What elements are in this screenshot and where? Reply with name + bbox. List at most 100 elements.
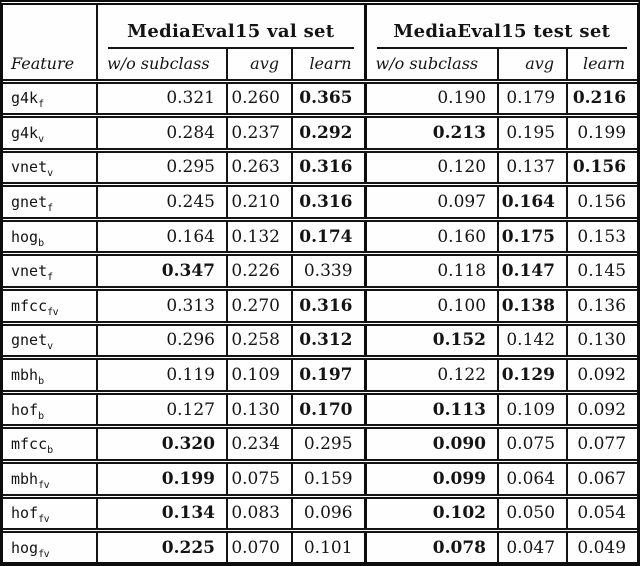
value-cell: 0.134: [97, 493, 228, 531]
value-cell: 0.152: [365, 320, 500, 358]
table-row: hogfv 0.225 0.070 0.101 0.078 0.047 0.049: [3, 528, 638, 562]
value-cell: 0.092: [567, 389, 638, 427]
table-row: mfccb 0.320 0.234 0.295 0.090 0.075 0.077: [3, 424, 638, 462]
table-row: mbhb 0.119 0.109 0.197 0.122 0.129 0.092: [3, 355, 638, 393]
val-avg-header: avg: [227, 49, 293, 81]
value-cell: 0.118: [365, 251, 500, 289]
value-cell: 0.130: [227, 389, 293, 427]
value-cell: 0.067: [567, 459, 638, 497]
test-wo-subclass-header: w/o subclass: [365, 49, 500, 81]
value-cell: 0.199: [97, 459, 228, 497]
value-cell: 0.156: [567, 182, 638, 220]
feature-subscript: b: [38, 237, 44, 249]
value-cell: 0.130: [567, 320, 638, 358]
feature-name: vnet: [11, 158, 48, 177]
feature-label: gnetv: [3, 320, 98, 358]
value-cell: 0.099: [365, 459, 500, 497]
table-row: g4kv 0.284 0.237 0.292 0.213 0.195 0.199: [3, 113, 638, 151]
value-cell: 0.175: [498, 216, 569, 254]
test-set-group-label: MediaEval15 test set: [376, 19, 628, 49]
value-cell: 0.292: [292, 113, 367, 151]
feature-label: mbhfv: [3, 459, 98, 497]
value-cell: 0.270: [227, 286, 293, 324]
feature-subscript: f: [38, 99, 44, 111]
value-cell: 0.142: [498, 320, 569, 358]
value-cell: 0.090: [365, 424, 500, 462]
value-cell: 0.156: [567, 147, 638, 185]
test-avg-header: avg: [498, 49, 569, 81]
value-cell: 0.109: [498, 389, 569, 427]
table-row: mbhfv 0.199 0.075 0.159 0.099 0.064 0.067: [3, 459, 638, 497]
value-cell: 0.120: [365, 147, 500, 185]
feature-name: g4k: [11, 123, 39, 142]
value-cell: 0.321: [97, 78, 228, 116]
feature-subscript: fv: [38, 514, 50, 526]
value-cell: 0.316: [292, 147, 367, 185]
feature-subscript: v: [38, 133, 44, 145]
test-learn-header: learn: [582, 54, 626, 74]
feature-label: hogb: [3, 216, 98, 254]
group-header-row: MediaEval15 val set MediaEval15 test set: [3, 5, 637, 49]
feature-label: mbhb: [3, 355, 98, 393]
value-cell: 0.295: [292, 424, 367, 462]
value-cell: 0.210: [227, 182, 293, 220]
value-cell: 0.113: [365, 389, 500, 427]
value-cell: 0.195: [498, 113, 569, 151]
feature-subscript: f: [47, 272, 53, 284]
value-cell: 0.100: [365, 286, 500, 324]
feature-subscript: b: [38, 376, 44, 388]
value-cell: 0.092: [567, 355, 638, 393]
value-cell: 0.070: [227, 528, 293, 562]
value-cell: 0.101: [292, 528, 367, 562]
value-cell: 0.216: [567, 78, 638, 116]
table-row: vnetf 0.347 0.226 0.339 0.118 0.147 0.145: [3, 251, 638, 289]
value-cell: 0.295: [97, 147, 228, 185]
feature-subscript: fv: [47, 306, 59, 318]
value-cell: 0.122: [365, 355, 500, 393]
value-cell: 0.199: [567, 113, 638, 151]
value-cell: 0.083: [227, 493, 293, 531]
value-cell: 0.127: [97, 389, 228, 427]
value-cell: 0.197: [292, 355, 367, 393]
value-cell: 0.054: [567, 493, 638, 531]
value-cell: 0.119: [97, 355, 228, 393]
value-cell: 0.050: [498, 493, 569, 531]
feature-name: g4k: [11, 89, 39, 108]
feature-label: gnetf: [3, 182, 98, 220]
val-learn-header: learn: [292, 49, 367, 81]
table-row: hofb 0.127 0.130 0.170 0.113 0.109 0.092: [3, 389, 638, 427]
value-cell: 0.109: [227, 355, 293, 393]
value-cell: 0.320: [97, 424, 228, 462]
value-cell: 0.190: [365, 78, 500, 116]
value-cell: 0.078: [365, 528, 500, 562]
value-cell: 0.284: [97, 113, 228, 151]
val-set-group-header: MediaEval15 val set: [97, 5, 367, 49]
feature-label: hoffv: [3, 493, 98, 531]
value-cell: 0.136: [567, 286, 638, 324]
feature-label: g4kv: [3, 113, 98, 151]
value-cell: 0.164: [498, 182, 569, 220]
feature-subscript: f: [47, 203, 53, 215]
value-cell: 0.129: [498, 355, 569, 393]
value-cell: 0.147: [498, 251, 569, 289]
value-cell: 0.160: [365, 216, 500, 254]
sub-header-row: Feature w/o subclass avg learn w/o subcl…: [3, 49, 637, 81]
table-row: hoffv 0.134 0.083 0.096 0.102 0.050 0.054: [3, 493, 638, 531]
feature-label: vnetf: [3, 251, 98, 289]
table-row: vnetv 0.295 0.263 0.316 0.120 0.137 0.156: [3, 147, 638, 185]
test-set-group-header: MediaEval15 test set: [365, 5, 637, 49]
feature-name: hog: [11, 538, 39, 557]
value-cell: 0.049: [567, 528, 638, 562]
table-body: g4kf 0.321 0.260 0.365 0.190 0.179 0.216 g4kv 0.…: [3, 78, 638, 562]
value-cell: 0.365: [292, 78, 367, 116]
feature-name: mfcc: [11, 435, 48, 454]
value-cell: 0.313: [97, 286, 228, 324]
feature-name: hof: [11, 400, 39, 419]
value-cell: 0.047: [498, 528, 569, 562]
value-cell: 0.138: [498, 286, 569, 324]
value-cell: 0.226: [227, 251, 293, 289]
value-cell: 0.339: [292, 251, 367, 289]
value-cell: 0.347: [97, 251, 228, 289]
